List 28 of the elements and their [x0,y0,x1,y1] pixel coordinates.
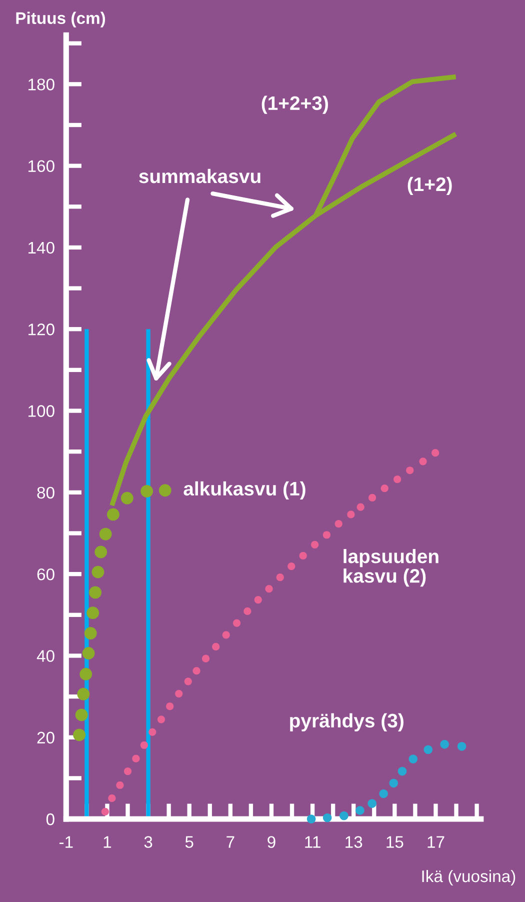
x-tick-label: 7 [226,836,234,848]
x-tick-label: 1 [104,836,112,848]
series-label: (1+2) [408,176,452,196]
y-tick-label: 80 [37,486,54,499]
annotation: summakasvu [139,168,260,184]
y-tick-label: 180 [28,78,54,90]
y-axis-title: Pituus (cm) [16,12,106,28]
x-tick-label: -1 [59,836,73,848]
x-tick-label: 17 [428,836,444,848]
x-tick-label: 15 [386,836,404,848]
y-tick-label: 0 [46,813,54,826]
series-label: (1+2+3) [262,96,328,114]
y-tick-label: 20 [37,732,54,744]
x-tick-label: 11 [305,836,320,848]
y-tick-label: 120 [28,324,54,336]
x-axis-title: Ikä (vuosina) [422,870,516,886]
x-tick-label: 3 [144,836,152,848]
x-tick-label: 9 [268,836,276,848]
x-tick-label: 13 [346,836,362,848]
x-tick-label: 5 [185,836,194,848]
series-label: pyrähdys (3) [290,713,404,732]
y-tick-label: 40 [36,650,54,662]
y-tick-label: 60 [37,568,54,580]
y-tick-label: 100 [28,405,54,417]
series-label: lapsuuden kasvu (2) [344,548,438,587]
y-tick-label: 160 [28,160,54,172]
y-tick-label: 140 [28,242,54,254]
series-label: alkukasvu (1) [184,481,306,500]
